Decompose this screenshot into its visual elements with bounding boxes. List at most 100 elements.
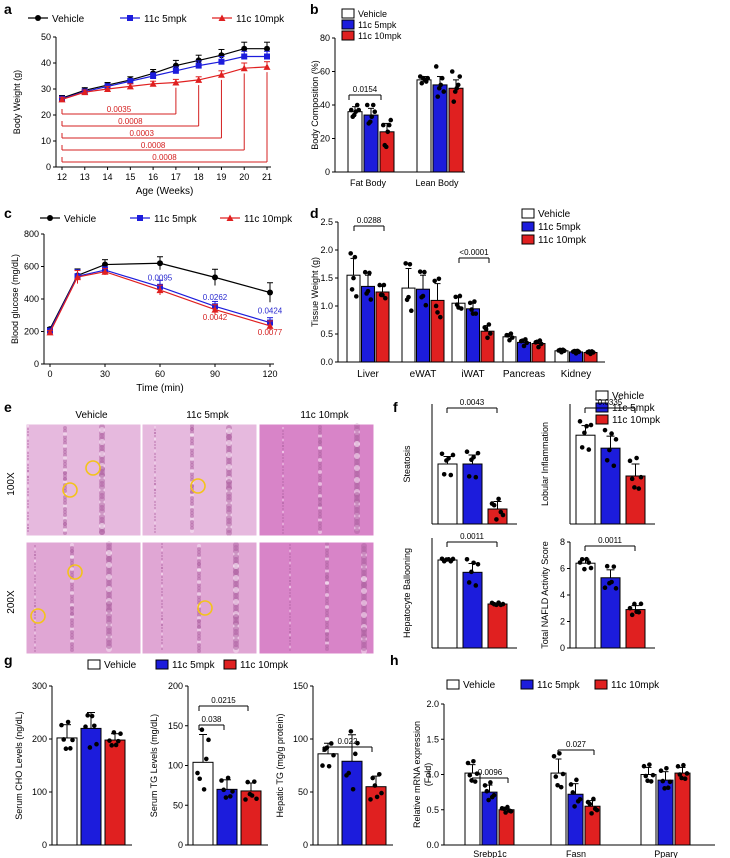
histology-texture [34, 557, 36, 559]
y-tick-label: 200 [32, 734, 47, 744]
series-line-2 [61, 66, 268, 100]
bar [575, 434, 596, 525]
histology-texture [70, 639, 74, 643]
histology-texture [325, 596, 329, 600]
histology-texture [34, 584, 36, 586]
histology-texture [282, 520, 284, 522]
histology-texture [99, 508, 105, 514]
data-point [267, 289, 273, 296]
histology-texture [161, 594, 163, 596]
data-point [353, 751, 358, 757]
histology-texture [27, 464, 29, 466]
data-point [648, 779, 654, 784]
histology-texture [289, 583, 291, 585]
histology-texture [289, 556, 291, 558]
histology-texture [226, 464, 232, 470]
histology-texture [161, 612, 163, 614]
histology-texture [70, 630, 74, 634]
data-point [385, 129, 391, 135]
histology-texture [70, 591, 74, 595]
bar [575, 562, 596, 649]
histology-texture [226, 527, 232, 533]
data-point [570, 790, 576, 795]
data-point [604, 563, 610, 569]
histology-texture [318, 437, 322, 441]
histology-texture [161, 597, 163, 599]
legend-swatch-c10 [594, 679, 608, 690]
histology-texture [63, 429, 67, 433]
data-point [364, 102, 370, 108]
data-point [591, 796, 596, 802]
histology-texture [34, 581, 36, 583]
histology-texture [106, 574, 112, 580]
data-point [539, 341, 544, 347]
histology-texture [70, 573, 74, 577]
histology-texture [233, 554, 239, 560]
histology-texture [34, 602, 36, 604]
histology-texture [318, 518, 322, 522]
y-axis-label: Body Composition (%) [310, 60, 320, 150]
x-tick-label: Kidney [561, 369, 592, 380]
histology-texture [161, 627, 163, 629]
p-value: 0.0335 [598, 398, 623, 407]
data-point [367, 270, 372, 276]
histology-texture [325, 626, 329, 630]
data-point [450, 452, 456, 458]
data-point [555, 782, 560, 788]
data-point [558, 784, 564, 790]
data-point [638, 601, 644, 607]
data-point [406, 294, 411, 300]
highlight-circle [30, 608, 46, 624]
y-tick-label: 60 [320, 67, 330, 77]
histology-texture [282, 487, 284, 489]
histology-texture [325, 554, 329, 558]
legend-swatch-vehicle [87, 659, 101, 670]
data-point [582, 566, 587, 572]
x-tick-label: Liver [357, 369, 379, 380]
x-tick-label: 90 [210, 369, 220, 379]
y-tick-label: 50 [173, 800, 183, 810]
histology-texture [233, 638, 239, 644]
legend-swatch-c10 [223, 659, 237, 670]
histology-texture [325, 611, 329, 615]
histology-texture [161, 600, 163, 602]
data-point [433, 64, 439, 69]
histology-texture [34, 650, 36, 652]
histology-texture [197, 631, 201, 635]
histology-texture [318, 470, 322, 474]
data-point [241, 53, 248, 60]
data-point [94, 741, 99, 747]
data-point [348, 251, 354, 256]
histology-texture [197, 577, 201, 581]
data-point [577, 560, 583, 565]
histology-texture [63, 471, 67, 475]
histology-texture [63, 444, 67, 448]
histology-texture [197, 616, 201, 620]
data-point [473, 311, 479, 316]
data-point [475, 561, 481, 567]
histology-texture [289, 610, 291, 612]
histology-texture [154, 462, 156, 464]
histology-texture [354, 528, 360, 534]
data-point [74, 273, 81, 281]
histology-texture [318, 431, 322, 435]
histology-texture [161, 639, 163, 641]
histology-texture [34, 578, 36, 580]
data-point [441, 472, 447, 477]
histology-texture [197, 565, 201, 569]
histology-texture [34, 560, 36, 562]
histology-texture [190, 454, 194, 458]
y-tick-label: 40 [320, 100, 330, 110]
histology-texture [154, 453, 156, 455]
histology-texture [282, 448, 284, 450]
histology-texture [361, 594, 367, 600]
histology-texture [354, 441, 360, 447]
legend-swatch-vehicle [446, 679, 460, 690]
data-point [101, 268, 109, 275]
histology-texture [318, 461, 322, 465]
histology-texture [154, 441, 156, 443]
data-point [218, 58, 225, 65]
histology-texture [197, 562, 201, 566]
histology-texture [27, 449, 29, 451]
